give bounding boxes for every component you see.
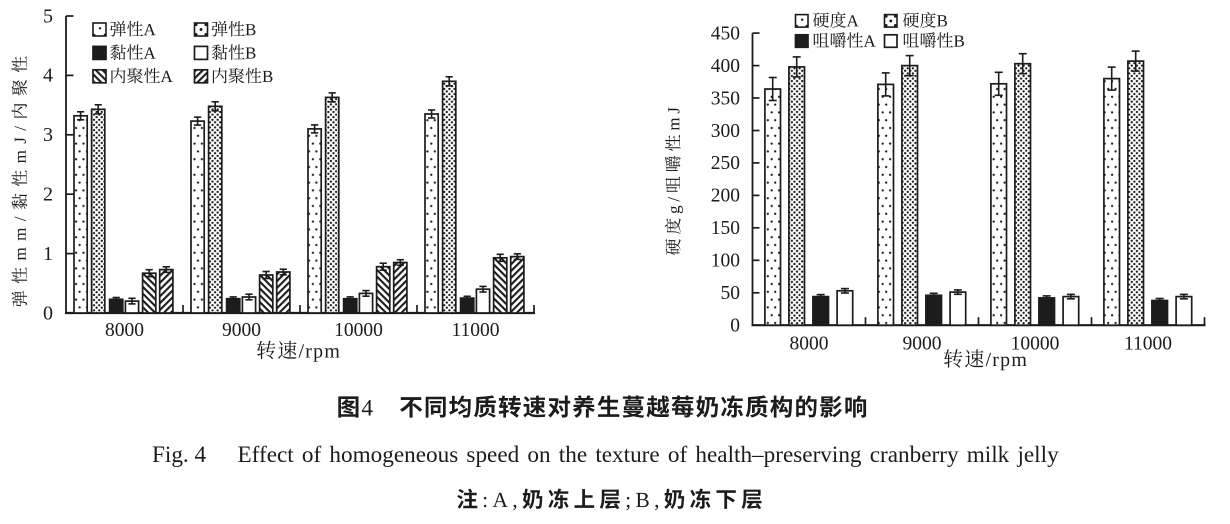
svg-text:8000: 8000 <box>790 334 829 355</box>
svg-text:3: 3 <box>43 124 53 146</box>
svg-text:300: 300 <box>711 121 740 142</box>
svg-text:350: 350 <box>711 88 740 109</box>
svg-text:0: 0 <box>43 302 53 324</box>
svg-text:4: 4 <box>43 65 53 87</box>
svg-text:200: 200 <box>711 186 740 207</box>
svg-text:Fig. 4: Fig. 4 <box>152 442 207 468</box>
svg-text:450: 450 <box>711 23 740 44</box>
svg-text:9000: 9000 <box>222 320 261 341</box>
svg-text:10000: 10000 <box>334 320 383 341</box>
svg-text:10000: 10000 <box>1011 334 1060 355</box>
svg-text:1: 1 <box>43 243 53 265</box>
svg-text:9000: 9000 <box>903 334 942 355</box>
svg-text:5: 5 <box>43 5 53 27</box>
svg-text:100: 100 <box>711 251 740 272</box>
svg-text:Effect of homogeneous speed on: Effect of homogeneous speed on the textu… <box>238 442 1060 468</box>
svg-text:11000: 11000 <box>451 320 499 341</box>
svg-text:250: 250 <box>711 153 740 174</box>
svg-text:50: 50 <box>721 283 741 304</box>
svg-text:2: 2 <box>43 184 53 206</box>
svg-text:0: 0 <box>730 316 740 337</box>
svg-text:8000: 8000 <box>105 320 144 341</box>
svg-text:400: 400 <box>711 56 740 77</box>
svg-text:150: 150 <box>711 218 740 239</box>
svg-text:11000: 11000 <box>1124 334 1172 355</box>
